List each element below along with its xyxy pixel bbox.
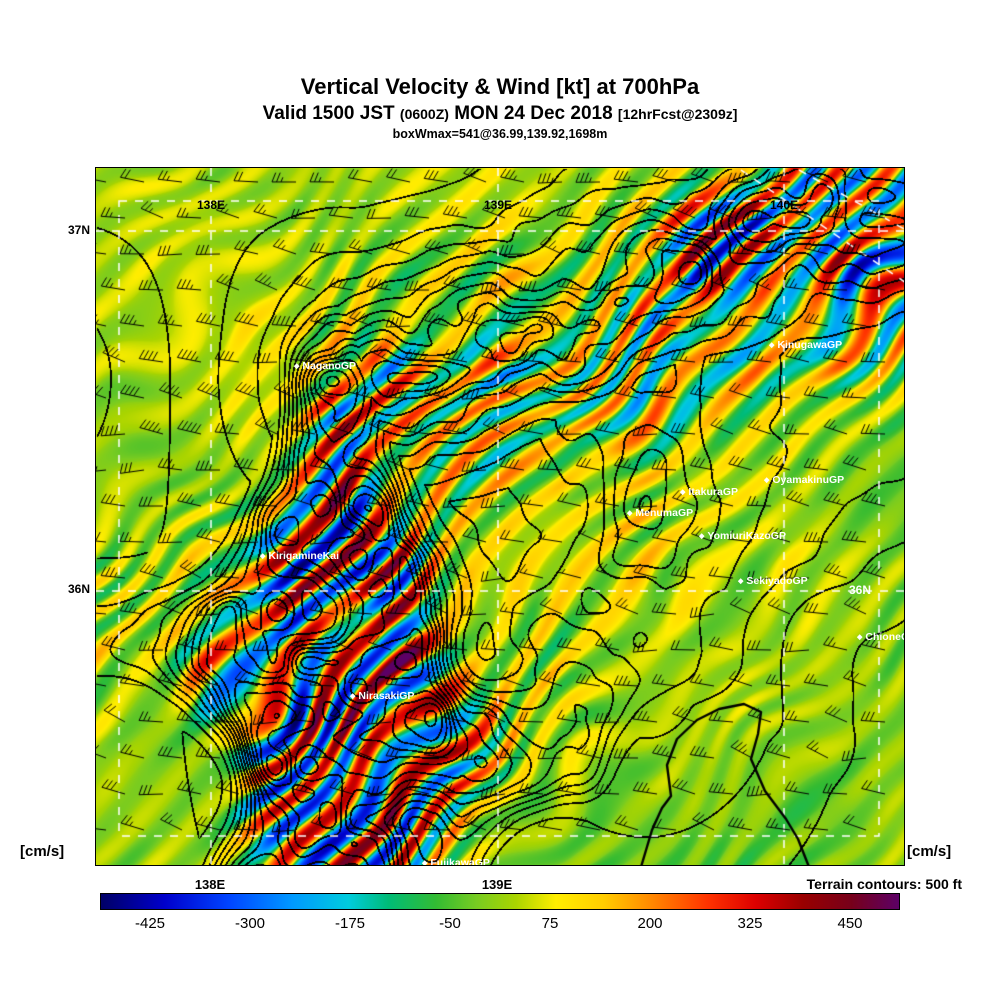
colorbar-tick-label: 325 <box>737 915 763 932</box>
station-marker-icon: ◆ <box>764 476 770 484</box>
units-label-left: [cm/s] <box>20 843 65 860</box>
colorbar-tick-label: -50 <box>439 915 461 932</box>
station-name: KinugawaGP <box>777 339 843 351</box>
station-name: ChioneGP <box>865 631 904 643</box>
station-label: ◆ OyamakinuGP <box>764 474 844 486</box>
station-name: NaganoGP <box>302 360 357 372</box>
valid-time-utc: (0600Z) <box>399 106 449 122</box>
axis-label-lon-top: 139E <box>483 198 513 212</box>
units-label-right: [cm/s] <box>907 843 952 860</box>
axis-label-lat-left: 36N <box>67 582 90 596</box>
chart-subtitle: Valid 1500 JST (0600Z) MON 24 Dec 2018 [… <box>0 103 1000 125</box>
station-name: YomiuriKazoGP <box>707 530 786 542</box>
station-marker-icon: ◆ <box>294 362 300 370</box>
station-label: ◆ SekiyadoGP <box>738 575 808 587</box>
station-name: NirasakiGP <box>358 690 415 702</box>
map-area: 138E 139E 140E 36N ◆ NaganoGP ◆ KinugawaGP ◆ Oyam… <box>95 167 905 866</box>
colorbar-tick-label: -425 <box>134 915 166 932</box>
station-marker-icon: ◆ <box>738 577 744 585</box>
chart-title: Vertical Velocity & Wind [kt] at 700hPa <box>300 74 700 99</box>
colorbar-tick-label: 450 <box>837 915 863 932</box>
station-label: ◆ NaganoGP <box>294 360 356 372</box>
station-label: ◆ KinugawaGP <box>769 339 842 351</box>
station-marker-icon: ◆ <box>627 509 633 517</box>
colorbar-tick-label: -175 <box>334 915 366 932</box>
station-marker-icon: ◆ <box>769 341 775 349</box>
station-label: ◆ NirasakiGP <box>350 690 414 702</box>
terrain-contours-note: Terrain contours: 500 ft <box>806 876 962 892</box>
station-name: KirigamineKai <box>268 550 339 562</box>
wmax-info: boxWmax=541@36.99,139.92,1698m <box>392 127 608 141</box>
forecast-info: [12hrFcst@2309z] <box>617 106 738 122</box>
station-name: SekiyadoGP <box>746 575 808 587</box>
station-name: FujikawaGP <box>430 857 490 866</box>
station-marker-icon: ◆ <box>699 532 705 540</box>
axis-label-lat-right: 36N <box>849 583 872 597</box>
station-label: ◆ ItakuraGP <box>680 486 738 498</box>
colorbar <box>100 893 900 910</box>
valid-date: MON 24 Dec 2018 <box>454 103 613 124</box>
valid-time: Valid 1500 JST <box>262 103 395 124</box>
station-marker-icon: ◆ <box>422 859 428 866</box>
station-label: ◆ YomiuriKazoGP <box>699 530 786 542</box>
axis-label-lat-left: 37N <box>67 223 90 237</box>
colorbar-tick-label: 75 <box>541 915 559 932</box>
chart-header: Vertical Velocity & Wind [kt] at 700hPa … <box>0 74 1000 141</box>
station-name: OyamakinuGP <box>772 474 845 486</box>
station-name: ItakuraGP <box>688 486 738 498</box>
axis-label-lon-top: 140E <box>769 198 799 212</box>
station-label: ◆ChioneGP <box>857 631 904 643</box>
colorbar-tick-label: 200 <box>637 915 663 932</box>
axis-label-lon-bottom: 139E <box>481 877 513 892</box>
colorbar-tick-label: -300 <box>234 915 266 932</box>
station-marker-icon: ◆ <box>260 552 266 560</box>
station-label: ◆ KirigamineKai <box>260 550 339 562</box>
station-marker-icon: ◆ <box>350 692 356 700</box>
map-canvas <box>96 168 904 865</box>
station-label: ◆ MenumaGP <box>627 507 693 519</box>
axis-label-lon-top: 138E <box>196 198 226 212</box>
station-marker-icon: ◆ <box>680 488 686 496</box>
axis-label-lon-bottom: 138E <box>194 877 226 892</box>
station-marker-icon: ◆ <box>857 633 863 641</box>
station-name: MenumaGP <box>635 507 694 519</box>
station-label: ◆ FujikawaGP <box>422 857 490 866</box>
